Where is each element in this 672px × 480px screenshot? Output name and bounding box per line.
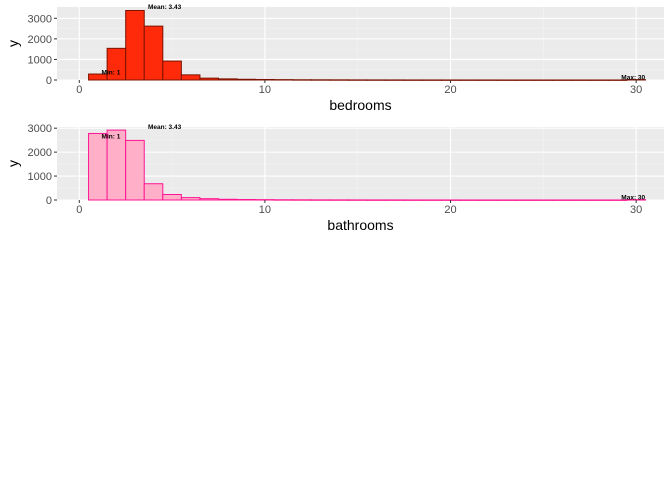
bedrooms-bar bbox=[199, 77, 219, 81]
x-tick-label: 10 bbox=[259, 204, 271, 216]
bathrooms-histogram: Min: 1 Mean: 3.43 Max: 30 0 1000 2000 3000 0 10 2… bbox=[5, 123, 664, 233]
bathrooms-bar bbox=[125, 139, 145, 201]
bedrooms-bar bbox=[125, 9, 145, 81]
bathrooms-bar bbox=[217, 198, 238, 201]
x-tick-label: 10 bbox=[259, 84, 271, 96]
bathrooms-bar bbox=[88, 132, 108, 201]
bedrooms-histogram: Min: 1 Mean: 3.43 Max: 30 0 1000 2000 3000 0 10 2… bbox=[5, 4, 664, 113]
y-tick-label: 1000 bbox=[28, 54, 52, 66]
bedrooms-bar bbox=[217, 78, 238, 81]
x-tick-label: 20 bbox=[444, 204, 456, 216]
bedrooms-bar bbox=[162, 60, 182, 81]
y-tick-label: 1000 bbox=[28, 171, 52, 183]
y-tick-label: 0 bbox=[46, 195, 52, 207]
bathrooms-bar bbox=[199, 198, 219, 201]
bathrooms-x-axis-title: bathrooms bbox=[327, 217, 393, 233]
y-tick-label: 0 bbox=[46, 75, 52, 87]
y-tick-label: 3000 bbox=[28, 123, 52, 135]
bedrooms-x-axis-title: bedrooms bbox=[329, 97, 391, 113]
bathrooms-y-axis-title: y bbox=[5, 160, 21, 167]
x-tick-label: 20 bbox=[444, 84, 456, 96]
annotation-label: Max: 30 bbox=[621, 74, 645, 81]
x-tick-label: 0 bbox=[76, 204, 82, 216]
x-tick-label: 30 bbox=[630, 84, 642, 96]
bathrooms-bar bbox=[180, 197, 201, 201]
x-tick-label: 0 bbox=[76, 84, 82, 96]
bedrooms-bar bbox=[180, 74, 201, 81]
annotation-label: Mean: 3.43 bbox=[148, 4, 182, 11]
bedrooms-bar bbox=[255, 78, 275, 81]
annotation-label: Min: 1 bbox=[102, 134, 121, 141]
bedrooms-y-axis-title: y bbox=[5, 40, 21, 47]
bedrooms-bar bbox=[236, 78, 257, 81]
bathrooms-bar bbox=[162, 193, 182, 201]
y-tick-label: 2000 bbox=[28, 34, 52, 46]
y-tick-label: 2000 bbox=[28, 147, 52, 159]
bathrooms-bar bbox=[143, 183, 164, 201]
annotation-label: Mean: 3.43 bbox=[148, 124, 182, 131]
bedrooms-bar bbox=[143, 25, 164, 81]
y-tick-label: 3000 bbox=[28, 13, 52, 25]
x-tick-label: 30 bbox=[630, 204, 642, 216]
annotation-label: Max: 30 bbox=[621, 194, 645, 201]
annotation-label: Min: 1 bbox=[102, 70, 121, 77]
